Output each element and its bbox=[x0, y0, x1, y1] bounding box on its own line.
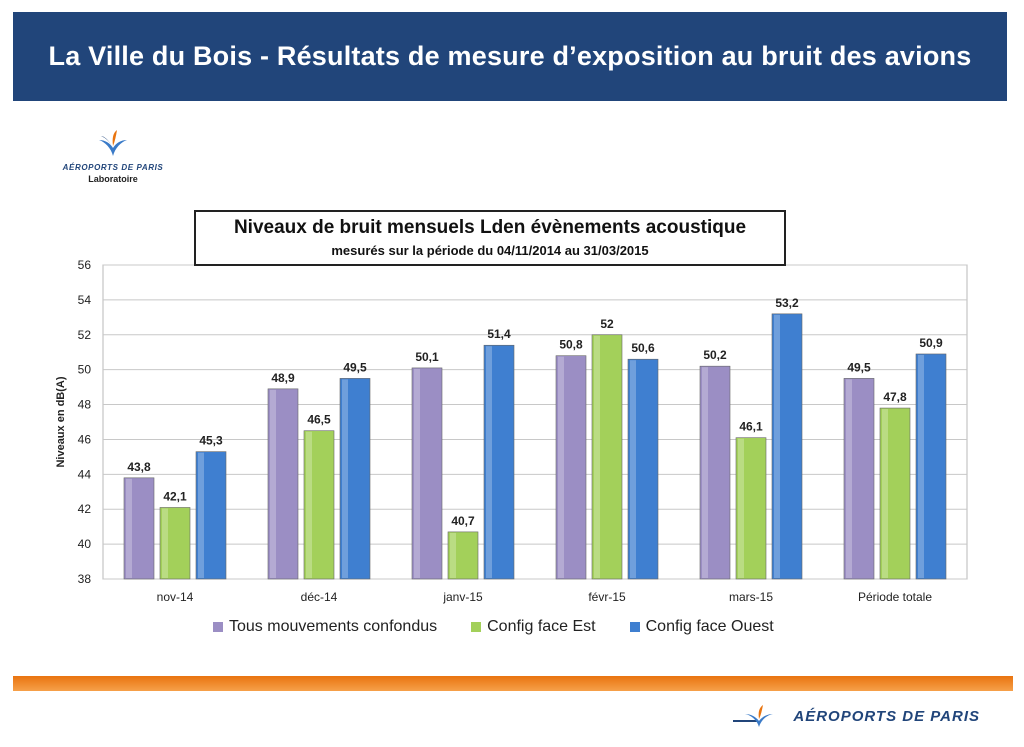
plot-area bbox=[102, 264, 968, 580]
x-tick-label: mars-15 bbox=[729, 590, 773, 604]
plane-leaf-logo-icon bbox=[99, 130, 127, 156]
footer-orange-band bbox=[13, 676, 1013, 691]
y-tick-label: 56 bbox=[78, 258, 92, 272]
bar-highlight bbox=[918, 354, 924, 578]
bar-highlight bbox=[846, 379, 852, 578]
bar bbox=[735, 437, 767, 580]
bar bbox=[411, 367, 443, 580]
bar bbox=[627, 358, 659, 580]
bar bbox=[483, 344, 515, 580]
chart-subtitle: mesurés sur la période du 04/11/2014 au … bbox=[331, 243, 649, 258]
data-label: 51,4 bbox=[487, 327, 511, 341]
data-label: 46,5 bbox=[307, 413, 331, 427]
bar bbox=[267, 388, 299, 580]
bar-highlight bbox=[702, 367, 708, 578]
bar-highlight bbox=[270, 389, 276, 578]
data-label: 42,1 bbox=[163, 489, 187, 503]
data-label: 52 bbox=[600, 317, 614, 331]
bar-highlight bbox=[306, 431, 312, 578]
bar-highlight bbox=[450, 532, 456, 578]
bar bbox=[447, 531, 479, 580]
y-tick-label: 48 bbox=[78, 398, 92, 412]
x-tick-label: nov-14 bbox=[157, 590, 194, 604]
data-label: 45,3 bbox=[199, 434, 223, 448]
bar bbox=[699, 365, 731, 580]
legend-item-series-3: Config face Ouest bbox=[629, 618, 774, 636]
bar bbox=[771, 313, 803, 580]
footer-plane-logo-icon bbox=[733, 705, 774, 727]
y-tick-label: 44 bbox=[78, 467, 92, 481]
bar bbox=[195, 451, 227, 580]
x-tick-label: févr-15 bbox=[588, 590, 626, 604]
bar-highlight bbox=[558, 356, 564, 578]
legend-item-series-2: Config face Est bbox=[471, 618, 596, 636]
bar-highlight bbox=[198, 452, 204, 578]
logo-brand-text: AÉROPORTS DE PARIS bbox=[62, 163, 164, 172]
x-tick-label: janv-15 bbox=[442, 590, 483, 604]
bar bbox=[843, 378, 875, 580]
legend-swatch-series-1 bbox=[213, 622, 223, 632]
data-label: 50,2 bbox=[703, 348, 727, 362]
y-tick-label: 50 bbox=[78, 363, 92, 377]
bar bbox=[591, 334, 623, 580]
bar-highlight bbox=[126, 478, 132, 578]
y-tick-label: 42 bbox=[78, 502, 92, 516]
bar-highlight bbox=[882, 409, 888, 578]
bar-highlight bbox=[594, 335, 600, 578]
aeroports-de-paris-logo: AÉROPORTS DE PARIS Laboratoire bbox=[48, 128, 178, 184]
bar-highlight bbox=[162, 508, 168, 578]
data-label: 43,8 bbox=[127, 460, 151, 474]
data-label: 46,1 bbox=[739, 420, 763, 434]
legend-swatch-series-2 bbox=[471, 622, 482, 632]
data-label: 49,5 bbox=[847, 360, 871, 374]
data-label: 40,7 bbox=[451, 514, 475, 528]
legend-swatch-series-3 bbox=[629, 622, 640, 632]
bar bbox=[879, 407, 911, 580]
bar bbox=[555, 355, 587, 580]
data-label: 50,6 bbox=[631, 341, 655, 355]
chart-title: Niveaux de bruit mensuels Lden évènement… bbox=[233, 217, 747, 238]
legend-label-series-1: Tous mouvements confondus bbox=[229, 618, 438, 635]
data-label: 47,8 bbox=[883, 390, 907, 404]
footer-brand-text: AÉROPORTS DE PARIS bbox=[793, 707, 980, 725]
bar bbox=[159, 507, 191, 580]
page-title: La Ville du Bois - Résultats de mesure d… bbox=[48, 41, 972, 71]
data-label: 49,5 bbox=[343, 360, 367, 374]
y-axis-label: Niveaux en dB(A) bbox=[55, 376, 67, 467]
logo-sub-text: Laboratoire bbox=[88, 174, 138, 184]
bar-highlight bbox=[630, 360, 636, 578]
y-tick-label: 52 bbox=[78, 328, 92, 342]
bar-highlight bbox=[774, 314, 780, 578]
bar bbox=[123, 477, 155, 580]
chart-title-box: Niveaux de bruit mensuels Lden évènement… bbox=[194, 210, 786, 266]
bar bbox=[303, 430, 335, 580]
x-tick-label: Période totale bbox=[858, 590, 932, 604]
bar-highlight bbox=[738, 438, 744, 578]
data-label: 50,9 bbox=[919, 336, 943, 350]
bar-highlight bbox=[486, 346, 492, 578]
y-tick-label: 46 bbox=[78, 432, 92, 446]
data-label: 50,1 bbox=[415, 350, 439, 364]
bar bbox=[915, 353, 947, 580]
x-tick-label: déc-14 bbox=[301, 590, 338, 604]
bar-highlight bbox=[342, 379, 348, 578]
y-tick-label: 38 bbox=[78, 572, 92, 586]
bar-highlight bbox=[414, 368, 420, 578]
data-label: 50,8 bbox=[559, 338, 583, 352]
legend-label-series-3: Config face Ouest bbox=[645, 618, 774, 635]
bar bbox=[339, 378, 371, 580]
header-banner: La Ville du Bois - Résultats de mesure d… bbox=[13, 12, 1007, 101]
footer-logo: AÉROPORTS DE PARIS bbox=[733, 703, 980, 729]
legend-label-series-2: Config face Est bbox=[487, 618, 596, 635]
legend-item-series-1: Tous mouvements confondus bbox=[213, 618, 437, 636]
chart-legend: Tous mouvements confondus Config face Es… bbox=[213, 618, 774, 636]
data-label: 48,9 bbox=[271, 371, 295, 385]
y-tick-label: 40 bbox=[78, 537, 92, 551]
data-label: 53,2 bbox=[775, 296, 799, 310]
y-tick-label: 54 bbox=[78, 293, 92, 307]
